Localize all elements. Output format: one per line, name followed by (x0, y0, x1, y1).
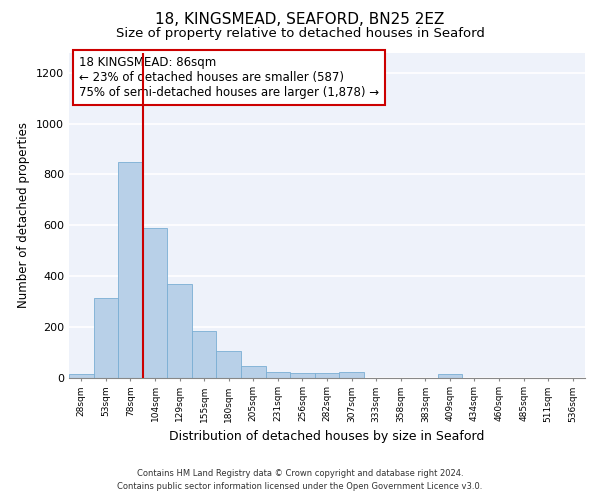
Text: Size of property relative to detached houses in Seaford: Size of property relative to detached ho… (116, 28, 484, 40)
Y-axis label: Number of detached properties: Number of detached properties (17, 122, 31, 308)
Bar (339, 372, 364, 378)
Bar (118, 162, 143, 378)
Bar (167, 284, 192, 378)
Bar (69, 374, 94, 378)
Text: 18 KINGSMEAD: 86sqm
← 23% of detached houses are smaller (587)
75% of semi-detac: 18 KINGSMEAD: 86sqm ← 23% of detached ho… (79, 56, 379, 99)
Bar (143, 228, 167, 378)
Text: 18, KINGSMEAD, SEAFORD, BN25 2EZ: 18, KINGSMEAD, SEAFORD, BN25 2EZ (155, 12, 445, 28)
X-axis label: Distribution of detached houses by size in Seaford: Distribution of detached houses by size … (169, 430, 485, 443)
Bar (94, 298, 118, 378)
Bar (437, 374, 462, 378)
Bar (315, 373, 339, 378)
Bar (192, 330, 217, 378)
Text: Contains HM Land Registry data © Crown copyright and database right 2024.
Contai: Contains HM Land Registry data © Crown c… (118, 470, 482, 491)
Bar (217, 351, 241, 378)
Bar (290, 373, 315, 378)
Bar (266, 372, 290, 378)
Bar (241, 366, 266, 378)
